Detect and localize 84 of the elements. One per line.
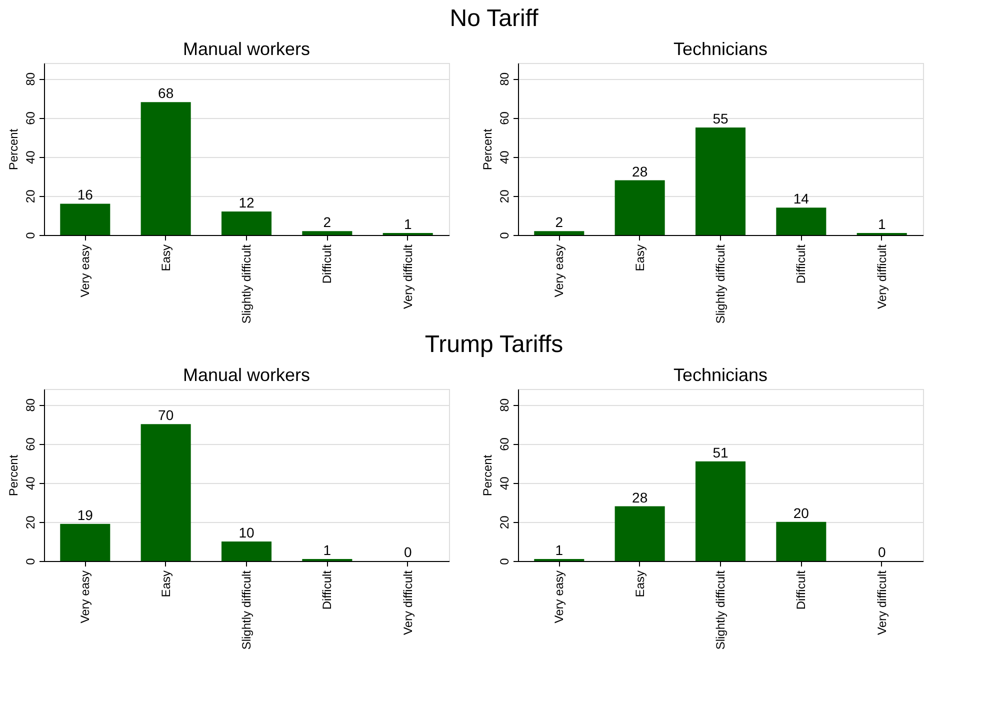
- bar: [221, 541, 272, 561]
- y-tick-label: 20: [24, 515, 38, 530]
- y-axis-title: Percent: [6, 454, 20, 496]
- data-label: 1: [323, 542, 332, 558]
- x-tick-label: Difficult: [320, 244, 334, 284]
- y-tick-label: 80: [498, 72, 512, 86]
- x-tick-label: Slightly difficult: [240, 244, 254, 324]
- bar: [534, 231, 584, 235]
- y-tick-label: 0: [498, 232, 512, 239]
- x-tick-label: Easy: [158, 570, 173, 598]
- data-label: 2: [323, 214, 332, 230]
- text: No Tariff: [450, 5, 539, 32]
- bar: [614, 506, 665, 561]
- data-label: 70: [158, 407, 174, 424]
- x-tick-label: Difficult: [794, 570, 808, 610]
- y-tick-label: 0: [24, 558, 38, 565]
- y-axis-title: Percent: [480, 454, 494, 496]
- data-label: 10: [238, 524, 254, 540]
- data-label: 14: [793, 190, 810, 207]
- y-tick-label: 80: [24, 72, 38, 86]
- x-tick-label: Easy: [158, 244, 173, 272]
- x-tick-label: Very easy: [552, 570, 566, 624]
- bar: [776, 208, 826, 235]
- data-label: 1: [404, 216, 412, 232]
- y-tick-label: 40: [498, 150, 512, 164]
- y-tick-label: 60: [24, 111, 38, 125]
- data-label: 16: [77, 186, 94, 203]
- x-tick-label: Very easy: [78, 244, 92, 298]
- x-tick-label: Very easy: [78, 570, 92, 624]
- y-tick-label: 40: [24, 150, 38, 164]
- y-tick-label: 20: [498, 189, 512, 204]
- x-tick-label: Difficult: [794, 244, 808, 284]
- y-tick-label: 60: [498, 437, 512, 451]
- data-label: 55: [712, 110, 728, 126]
- chart-title: Manual workers: [182, 365, 310, 385]
- x-tick-label: Slightly difficult: [240, 570, 254, 650]
- bar: [302, 231, 352, 235]
- y-tick-label: 20: [24, 189, 38, 204]
- data-label: 0: [404, 544, 412, 560]
- x-tick-label: Difficult: [320, 570, 334, 610]
- y-axis-title: Percent: [480, 128, 494, 170]
- data-label: 68: [158, 85, 174, 102]
- data-label: 1: [878, 216, 886, 232]
- data-label: 12: [238, 194, 254, 211]
- bar: [776, 522, 826, 561]
- bar: [614, 180, 665, 235]
- y-tick-label: 0: [24, 232, 38, 239]
- chart-title: Manual workers: [182, 39, 310, 59]
- bar: [60, 204, 110, 235]
- y-tick-label: 40: [498, 476, 512, 490]
- text: Trump Tariffs: [424, 331, 564, 358]
- y-axis-title: Percent: [6, 128, 20, 170]
- y-tick-label: 80: [498, 398, 512, 412]
- x-tick-label: Slightly difficult: [714, 570, 728, 650]
- bar: [695, 461, 746, 561]
- x-tick-label: Slightly difficult: [714, 244, 728, 324]
- data-label: 19: [77, 506, 94, 523]
- bar: [695, 128, 746, 235]
- bar: [221, 212, 272, 235]
- x-tick-label: Very difficult: [874, 244, 889, 309]
- y-tick-label: 40: [24, 476, 38, 490]
- y-tick-label: 60: [498, 111, 512, 125]
- y-tick-label: 60: [24, 437, 38, 451]
- chart-title: Technicians: [673, 365, 768, 385]
- bar: [60, 524, 110, 561]
- data-label: 0: [878, 544, 886, 560]
- data-label: 28: [632, 163, 648, 180]
- data-label: 20: [793, 504, 810, 521]
- x-tick-label: Very easy: [552, 244, 566, 298]
- data-label: 28: [632, 489, 648, 506]
- data-label: 1: [555, 542, 564, 558]
- y-tick-label: 80: [24, 398, 38, 412]
- bar: [140, 102, 191, 235]
- x-tick-label: Very difficult: [400, 570, 415, 635]
- data-label: 51: [712, 444, 728, 460]
- x-tick-label: Very difficult: [874, 570, 889, 635]
- chart-title: Technicians: [673, 39, 768, 59]
- x-tick-label: Easy: [632, 244, 647, 272]
- bar: [140, 424, 191, 561]
- x-tick-label: Easy: [632, 570, 647, 598]
- data-label: 2: [555, 214, 564, 230]
- y-tick-label: 0: [498, 558, 512, 565]
- y-tick-label: 20: [498, 515, 512, 530]
- x-tick-label: Very difficult: [400, 244, 415, 309]
